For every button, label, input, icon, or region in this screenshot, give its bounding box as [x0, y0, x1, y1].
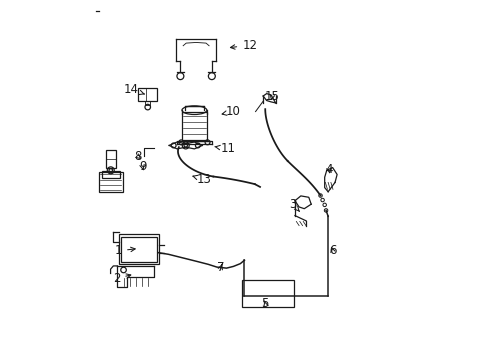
Text: 8: 8 — [134, 150, 142, 163]
Text: 15: 15 — [264, 90, 279, 103]
Text: 6: 6 — [328, 244, 336, 257]
Text: 9: 9 — [139, 160, 146, 174]
Bar — [121, 237, 157, 262]
Text: 14: 14 — [123, 83, 144, 96]
Bar — [99, 172, 122, 192]
Bar — [102, 171, 120, 178]
Bar — [138, 88, 157, 101]
Bar — [242, 279, 293, 307]
Bar — [105, 150, 116, 167]
Text: 2: 2 — [113, 272, 130, 285]
Text: 10: 10 — [222, 105, 241, 118]
Bar — [119, 234, 159, 264]
Text: 7: 7 — [217, 261, 224, 274]
Text: 1: 1 — [114, 244, 135, 257]
Text: 13: 13 — [193, 173, 211, 186]
Text: 11: 11 — [214, 143, 235, 156]
Bar — [182, 112, 206, 140]
Text: 3: 3 — [288, 198, 299, 211]
Text: 12: 12 — [230, 39, 257, 52]
Text: 5: 5 — [261, 297, 268, 310]
Text: 4: 4 — [325, 163, 332, 176]
